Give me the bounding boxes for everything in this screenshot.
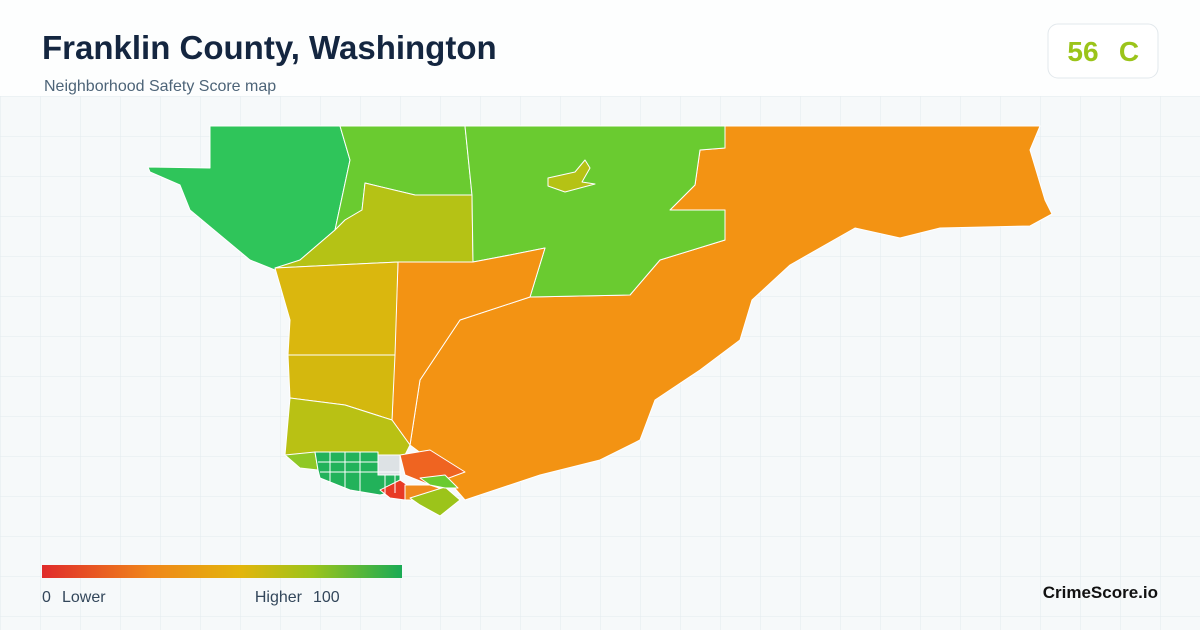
tract-lines	[318, 452, 400, 495]
region	[419, 474, 459, 489]
score-grade: C	[1119, 36, 1139, 67]
region	[409, 486, 461, 517]
subtitle: Neighborhood Safety Score map	[44, 78, 276, 95]
brand: CrimeScore.io	[1043, 583, 1158, 602]
region	[274, 261, 399, 356]
region	[547, 159, 596, 193]
legend-bar	[42, 565, 402, 578]
title: Franklin County, Washington	[42, 29, 497, 66]
legend-max: 100	[313, 589, 340, 606]
score-value: 56	[1067, 36, 1098, 67]
legend-min: 0	[42, 589, 51, 606]
map	[147, 125, 1053, 517]
region	[377, 454, 401, 476]
score-box	[1047, 23, 1159, 79]
legend-min-label: Lower	[62, 589, 106, 606]
header-bg	[0, 0, 1200, 96]
legend-max-label: Higher	[255, 589, 303, 606]
